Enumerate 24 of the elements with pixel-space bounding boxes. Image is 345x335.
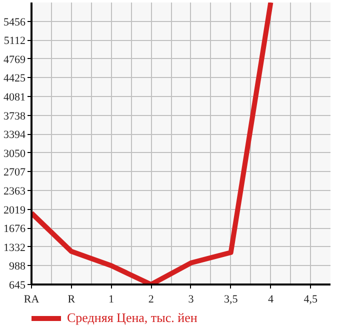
x-tick-label: 1 (108, 294, 114, 306)
legend-label: Средняя Цена, тыс. йен (67, 310, 198, 326)
y-tick-label: 2363 (4, 186, 26, 198)
y-tick-label: 1676 (4, 223, 26, 236)
x-tick-label: 4,5 (304, 294, 318, 306)
x-tick-label: 3,5 (224, 294, 238, 306)
y-tick-label: 3738 (4, 110, 26, 122)
x-tick-label: 4 (268, 294, 274, 306)
x-tick-label: RA (24, 294, 40, 306)
x-tick-label: R (68, 294, 76, 306)
y-tick-label: 1332 (4, 242, 26, 254)
x-tick-label: 2 (148, 294, 154, 306)
y-tick-label: 988 (9, 260, 26, 273)
x-tick-label: 3 (188, 294, 194, 306)
y-tick-label: 3050 (4, 148, 26, 160)
y-tick-label: 4769 (4, 54, 26, 66)
y-tick-label: 2019 (4, 204, 26, 216)
y-tick-label: 3394 (4, 129, 26, 142)
y-tick-label: 2707 (4, 166, 26, 179)
y-tick-label: 4081 (4, 92, 26, 104)
y-tick-label: 4425 (4, 72, 26, 85)
y-tick-label: 645 (9, 280, 26, 292)
y-tick-label: 5112 (4, 35, 26, 48)
y-tick-label: 5456 (4, 16, 26, 28)
